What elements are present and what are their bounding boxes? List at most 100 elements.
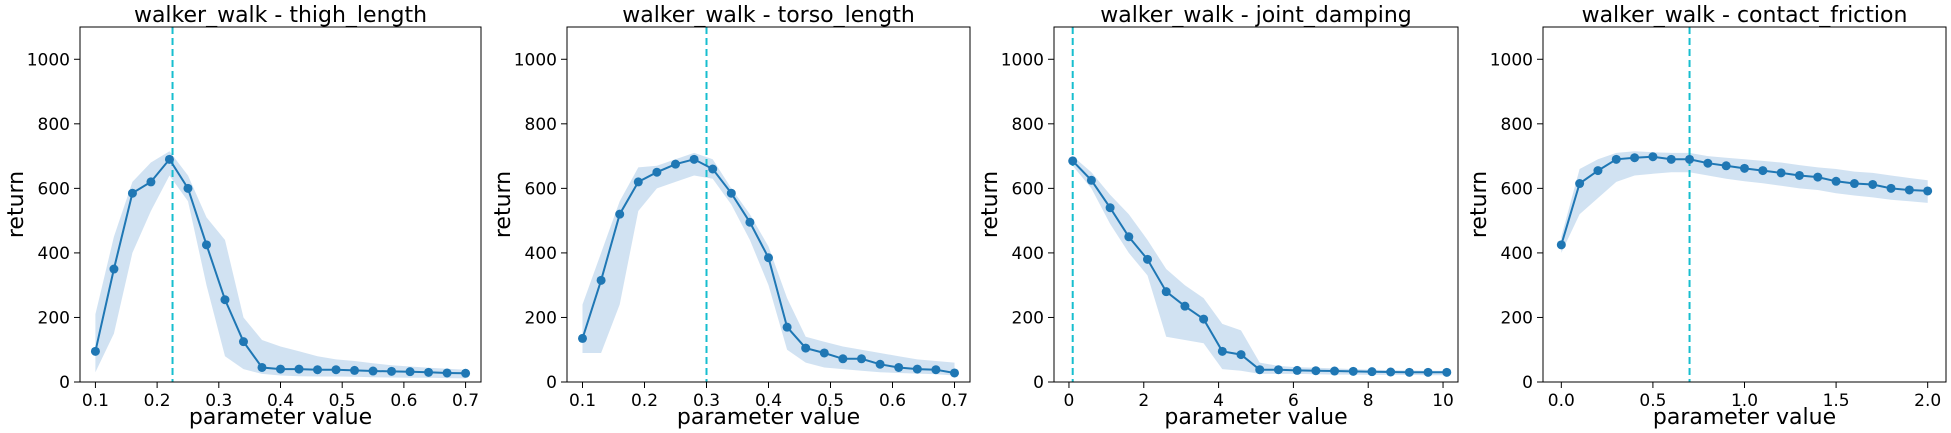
- data-point: [912, 364, 922, 374]
- data-point: [1199, 314, 1209, 324]
- data-point: [350, 365, 360, 375]
- data-point: [331, 365, 341, 375]
- data-point: [461, 368, 471, 378]
- y-tick-label: 800: [38, 115, 70, 135]
- data-point: [1086, 175, 1096, 185]
- data-point: [1423, 367, 1433, 377]
- y-axis-label: return: [4, 171, 29, 238]
- data-point: [671, 159, 680, 169]
- x-tick-label: 0.7: [941, 391, 968, 411]
- data-point: [1330, 366, 1340, 376]
- data-point: [1868, 179, 1878, 189]
- data-point: [652, 167, 662, 177]
- data-point: [894, 362, 904, 372]
- data-point: [1813, 172, 1823, 182]
- data-point: [1685, 154, 1695, 164]
- data-point: [1849, 179, 1859, 189]
- data-point: [1236, 350, 1246, 360]
- data-point: [764, 253, 773, 263]
- data-point: [220, 295, 230, 305]
- data-point: [387, 366, 397, 376]
- x-tick-label: 4: [1213, 391, 1224, 411]
- data-point: [294, 364, 304, 374]
- data-point: [819, 348, 829, 358]
- y-tick-label: 800: [525, 115, 557, 135]
- x-axis-label: parameter value: [1164, 405, 1347, 430]
- data-point: [276, 364, 285, 374]
- x-tick-label: 10: [1432, 391, 1454, 411]
- data-point: [1703, 158, 1713, 168]
- y-tick-label: 400: [525, 244, 557, 264]
- y-tick-label: 200: [38, 308, 70, 328]
- data-point: [1404, 367, 1414, 377]
- data-point: [183, 183, 193, 193]
- y-tick-label: 0: [546, 373, 557, 393]
- data-point: [633, 177, 643, 187]
- y-axis-label: return: [491, 171, 516, 238]
- data-point: [1721, 161, 1731, 171]
- x-tick-label: 0.2: [144, 391, 171, 411]
- x-tick-label: 0.1: [569, 391, 596, 411]
- x-tick-label: 0.0: [1548, 391, 1575, 411]
- data-point: [726, 188, 736, 198]
- chart-title: walker_walk - torso_length: [622, 3, 915, 28]
- data-point: [424, 367, 434, 377]
- data-point: [1831, 176, 1841, 186]
- x-axis-label: parameter value: [677, 405, 860, 430]
- x-tick-label: 8: [1363, 391, 1374, 411]
- y-tick-label: 400: [1501, 244, 1533, 264]
- x-tick-label: 0.3: [693, 391, 720, 411]
- data-point: [1124, 232, 1134, 242]
- data-point: [1292, 365, 1302, 375]
- data-point: [1180, 301, 1190, 311]
- data-point: [615, 209, 625, 219]
- confidence-band: [1072, 156, 1447, 376]
- data-point: [1593, 166, 1603, 176]
- x-tick-label: 0.2: [631, 391, 658, 411]
- y-axis-label: return: [978, 171, 1003, 238]
- y-tick-label: 1000: [27, 50, 70, 70]
- x-tick-label: 1.0: [1731, 391, 1758, 411]
- data-point: [1367, 367, 1377, 377]
- data-point: [1143, 254, 1153, 264]
- data-point: [708, 164, 718, 174]
- data-point: [109, 264, 119, 274]
- x-tick-label: 0.7: [452, 391, 479, 411]
- x-tick-label: 0.3: [205, 391, 232, 411]
- x-tick-label: 0.4: [755, 391, 782, 411]
- data-point: [257, 362, 267, 372]
- y-tick-label: 1000: [1001, 50, 1044, 70]
- data-point: [782, 322, 792, 332]
- data-point: [1666, 154, 1676, 164]
- data-point: [368, 366, 378, 376]
- y-axis-label: return: [1467, 171, 1492, 238]
- data-point: [1611, 154, 1621, 164]
- data-point: [1348, 366, 1358, 376]
- data-point: [90, 346, 100, 356]
- data-point: [238, 337, 248, 347]
- x-tick-label: 6: [1288, 391, 1299, 411]
- data-point: [201, 240, 211, 250]
- x-tick-label: 0.5: [329, 391, 356, 411]
- data-point: [596, 275, 606, 285]
- data-point: [931, 365, 941, 375]
- data-point: [1386, 367, 1396, 377]
- y-tick-label: 200: [1012, 308, 1044, 328]
- x-tick-label: 1.5: [1823, 391, 1850, 411]
- series-line: [1071, 160, 1447, 374]
- y-tick-label: 1000: [1490, 50, 1533, 70]
- chart-title: walker_walk - contact_friction: [1582, 3, 1908, 28]
- data-point: [689, 154, 699, 164]
- data-point: [1923, 186, 1933, 196]
- y-tick-label: 0: [1522, 373, 1533, 393]
- y-tick-label: 0: [1033, 373, 1044, 393]
- x-tick-label: 0.5: [1639, 391, 1666, 411]
- x-tick-label: 0.6: [390, 391, 417, 411]
- data-point: [405, 367, 415, 377]
- x-tick-label: 0.6: [879, 391, 906, 411]
- x-axis-label: parameter value: [1653, 405, 1836, 430]
- y-tick-label: 600: [525, 179, 557, 199]
- axes-frame: [1053, 26, 1459, 383]
- data-point: [857, 354, 866, 364]
